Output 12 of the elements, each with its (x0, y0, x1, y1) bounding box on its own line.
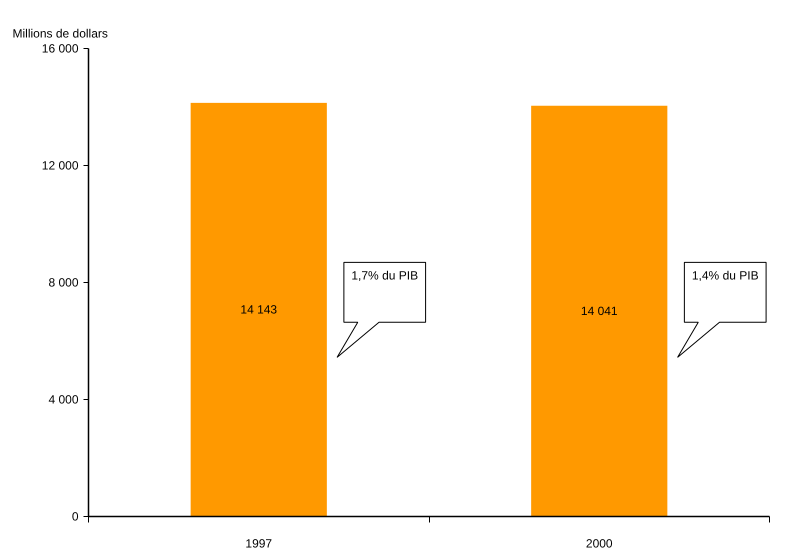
x-tick-label: 1997 (245, 536, 272, 550)
y-axis-title: Millions de dollars (12, 26, 108, 40)
annotation: 1,7% du PIB (351, 268, 418, 282)
annotation: 1,4% du PIB (692, 268, 759, 282)
y-tick-label: 8 000 (48, 276, 79, 290)
y-tick-label: 16 000 (42, 42, 79, 56)
x-tick-label: 2000 (586, 536, 613, 550)
y-tick-label: 4 000 (48, 392, 79, 406)
y-tick-label: 0 (72, 510, 79, 524)
data-label: 14 041 (580, 304, 618, 318)
data-label: 14 143 (240, 302, 278, 317)
y-tick-label: 12 000 (42, 158, 79, 172)
